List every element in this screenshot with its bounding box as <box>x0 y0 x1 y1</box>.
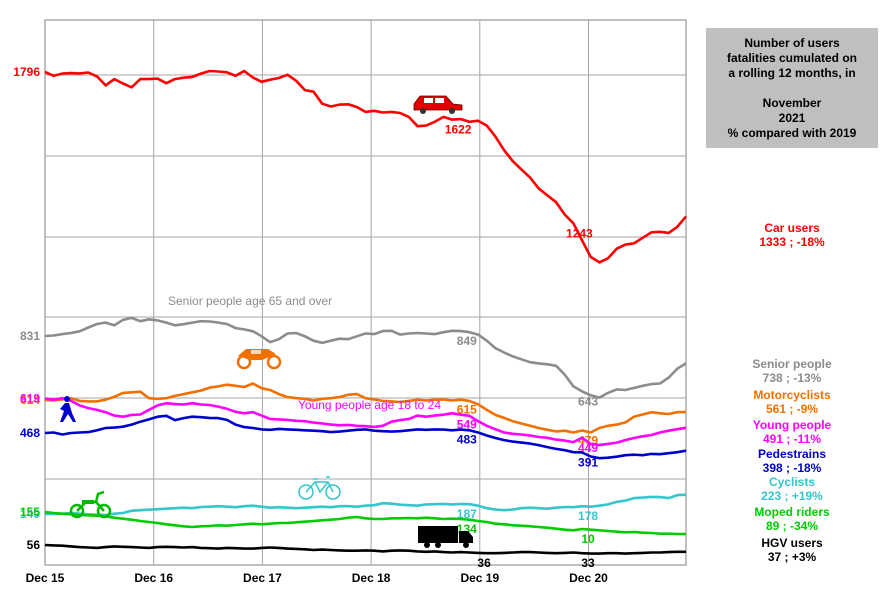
series-line-moto <box>44 382 687 434</box>
legend-value: 37 ; +3% <box>767 550 817 564</box>
series-start-label-senior: 831 <box>20 329 40 343</box>
legend-value: 398 ; -18% <box>762 461 822 475</box>
moped-icon <box>69 490 112 519</box>
data-label-young: 549 <box>457 418 477 432</box>
data-label-moto: 615 <box>457 403 477 417</box>
legend-senior: Senior people 738 ; -13% <box>700 357 884 385</box>
data-label-car: 1622 <box>445 123 472 137</box>
legend-car: Car users 1333 ; -18% <box>700 221 884 249</box>
legend-value: 491 ; -11% <box>762 432 822 446</box>
info-line: a rolling 12 months, in <box>728 65 856 80</box>
legend-name: Young people <box>752 418 832 432</box>
series-line-moped <box>44 510 686 536</box>
info-line: fatalities cumulated on <box>726 50 858 65</box>
plot-frame <box>44 19 687 566</box>
data-label-senior: 849 <box>457 334 477 348</box>
series-line-young <box>44 396 687 447</box>
series-line-senior <box>44 316 687 399</box>
info-line: 2021 <box>778 110 806 125</box>
legend-name: Senior people <box>752 357 832 371</box>
data-label-senior: 643 <box>578 394 598 408</box>
truck-icon <box>418 526 473 548</box>
series-note-senior: Senior people age 65 and over <box>168 294 332 308</box>
data-label-ped: 483 <box>457 433 477 447</box>
data-label-cyc: 187 <box>457 507 477 521</box>
data-label-ped: 391 <box>578 455 598 469</box>
legend-value: 738 ; -13% <box>762 371 822 385</box>
data-label-hgv: 33 <box>581 556 595 570</box>
legend-moto: Motorcyclists 561 ; -9% <box>700 388 884 416</box>
legend-name: Motorcyclists <box>753 388 831 402</box>
series-line-car <box>44 69 687 264</box>
series-start-label-hgv: 56 <box>27 538 41 552</box>
x-tick-label: Dec 17 <box>243 571 282 585</box>
motorcycle-icon <box>236 349 282 370</box>
legend-name: Pedestrains <box>757 447 827 461</box>
info-line <box>706 81 878 96</box>
legend-value: 223 ; +19% <box>761 489 823 503</box>
data-label-cyc: 178 <box>578 509 598 523</box>
legend-moped: Moped riders 89 ; -34% <box>700 505 884 533</box>
x-tick-label: Dec 18 <box>352 571 391 585</box>
bicycle-icon <box>298 476 341 500</box>
series-line-ped <box>44 414 687 460</box>
data-label-hgv: 36 <box>477 556 491 570</box>
series-line-cyc <box>45 493 687 517</box>
legend-value: 89 ; -34% <box>765 519 819 533</box>
info-line: Number of users <box>744 35 840 50</box>
series-start-label-moped: 155 <box>20 505 40 519</box>
info-line: % compared with 2019 <box>727 125 857 140</box>
info-line: November <box>762 95 822 110</box>
x-tick-label: Dec 20 <box>569 571 608 585</box>
series-start-label-ped: 468 <box>20 426 40 440</box>
pedestrian-icon <box>60 396 76 422</box>
legend-value: 561 ; -9% <box>765 402 819 416</box>
legend-hgv: HGV users 37 ; +3% <box>700 536 884 564</box>
legend-name: Cyclists <box>768 475 816 489</box>
series-line-hgv <box>44 543 686 555</box>
x-tick-label: Dec 15 <box>26 571 65 585</box>
legend-name: Car users <box>764 221 820 235</box>
series-start-label-cyc: 149 <box>20 507 40 521</box>
series-start-label-young: 619 <box>20 392 40 406</box>
data-label-moped: 10 <box>581 532 595 546</box>
x-tick-label: Dec 19 <box>460 571 499 585</box>
info-box: Number of users fatalities cumulated on … <box>706 28 878 148</box>
legend-young: Young people 491 ; -11% <box>700 418 884 446</box>
data-label-car: 1243 <box>566 226 593 240</box>
series-start-label-moto: 614 <box>20 393 40 407</box>
legend-cyc: Cyclists 223 ; +19% <box>700 475 884 503</box>
car-icon <box>413 95 463 114</box>
legend-name: Moped riders <box>754 505 830 519</box>
data-label-young: 449 <box>578 441 598 455</box>
series-start-label-car: 1796 <box>13 65 40 79</box>
legend-value: 1333 ; -18% <box>759 235 825 249</box>
x-tick-label: Dec 16 <box>134 571 173 585</box>
series-note-young: Young people age 18 to 24 <box>298 398 441 412</box>
legend-ped: Pedestrains 398 ; -18% <box>700 447 884 475</box>
legend-name: HGV users <box>761 536 823 550</box>
